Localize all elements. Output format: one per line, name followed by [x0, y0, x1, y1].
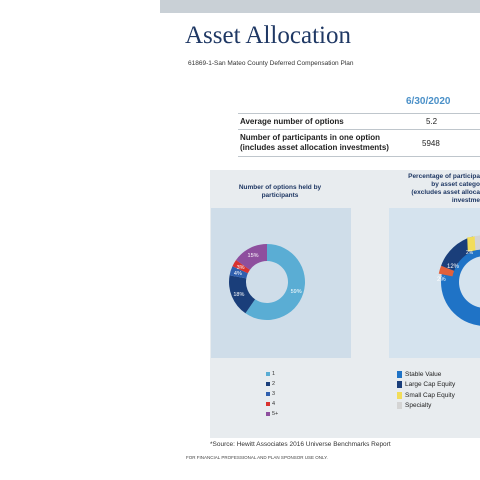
chart2-legend: Stable Value Large Cap Equity Small Cap … [397, 369, 455, 411]
chart1-legend: 1 2 3 4 5+ [266, 369, 278, 419]
data-label: 18% [233, 292, 244, 298]
data-label: 3% [237, 265, 245, 271]
chart2-area: 12% 2% 2% [389, 208, 480, 358]
page-title: Asset Allocation [185, 22, 351, 49]
legend-item: Large Cap Equity [397, 380, 455, 391]
legend-item: Small Cap Equity [397, 390, 455, 401]
legend-swatch [266, 382, 270, 386]
donut-segment-5+ [236, 244, 267, 270]
legend-item: Specialty [397, 401, 455, 412]
disclaimer: FOR FINANCIAL PROFESSIONAL AND PLAN SPON… [186, 455, 328, 460]
data-label: 12% [447, 264, 460, 270]
chart2-donut: 12% 2% 2% [437, 235, 480, 326]
legend-swatch [397, 391, 402, 399]
chart1-area: 59% 18% 4% 3% 15% [211, 208, 351, 358]
legend-swatch [397, 370, 402, 378]
stats-value: 5.2 [426, 117, 438, 126]
source-note: *Source: Hewitt Associates 2016 Universe… [210, 441, 391, 448]
stats-row-one-option: Number of participants in one option (in… [238, 129, 480, 157]
legend-swatch [397, 402, 402, 410]
stats-label: Average number of options [240, 117, 344, 126]
stats-label-note: (includes asset allocation investments) [240, 143, 389, 152]
chart1-donut: 59% 18% 4%3%15% [229, 244, 305, 320]
legend-item: 4 [266, 399, 278, 409]
data-label: 2% [437, 277, 446, 283]
data-label: 15% [248, 253, 259, 259]
donut-segment-1 [245, 244, 305, 320]
donut-hole [459, 256, 480, 308]
stable-value-segment [441, 238, 480, 326]
legend-swatch [397, 381, 402, 389]
legend-swatch [266, 412, 270, 416]
data-label: 4% [234, 271, 242, 277]
plan-name: 61869-1-San Mateo County Deferred Compen… [188, 60, 354, 67]
donut-segment-3 [229, 266, 248, 279]
specialty-segment [474, 235, 480, 251]
chart1-title: Number of options held by participants [238, 184, 322, 199]
donut-segment-2 [229, 275, 256, 314]
legend-item: 5+ [266, 409, 278, 419]
donut-segment-4 [232, 259, 250, 274]
top-bar [160, 0, 480, 13]
chart2-title: Percentage of participa by asset catego … [408, 173, 480, 204]
stats-value: 5948 [422, 139, 440, 148]
stats-row-average-options: Average number of options 5.2 [238, 113, 480, 130]
data-label: 59% [291, 289, 302, 295]
legend-swatch [266, 402, 270, 406]
legend-item: 2 [266, 379, 278, 389]
data-label: 2% [466, 250, 474, 256]
legend-item: 1 [266, 369, 278, 379]
legend-item: 3 [266, 389, 278, 399]
legend-item: Stable Value [397, 369, 455, 380]
legend-swatch [266, 392, 270, 396]
legend-swatch [266, 372, 270, 376]
stats-date: 6/30/2020 [406, 96, 451, 107]
other-segment [438, 265, 455, 277]
stats-label: Number of participants in one option [240, 133, 380, 142]
